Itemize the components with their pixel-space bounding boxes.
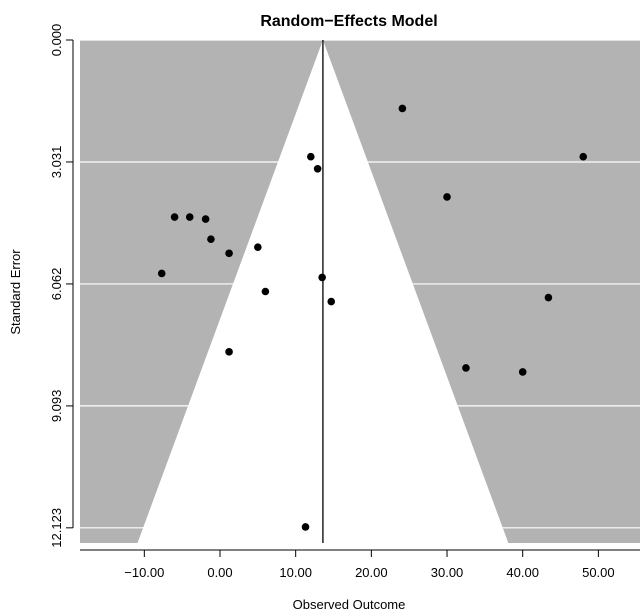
data-point-13 — [261, 287, 270, 296]
x-tick-label-5: 40.00 — [506, 565, 539, 580]
data-point-16 — [225, 348, 233, 356]
data-point-0 — [398, 104, 407, 113]
data-point-8 — [207, 235, 215, 243]
x-axis: −10.00 0.00 10.00 20.00 30.00 40.00 50.00 — [80, 549, 640, 580]
data-point-18 — [518, 368, 527, 376]
x-tick-label-4: 30.00 — [431, 565, 464, 580]
x-tick-label-1: 0.00 — [207, 565, 232, 580]
x-tick-label-0: −10.00 — [124, 565, 164, 580]
y-axis-label: Standard Error — [8, 249, 23, 335]
data-point-15 — [544, 293, 553, 302]
data-point-14 — [327, 297, 336, 306]
y-axis: 0.000 3.031 6.062 9.093 12.123 — [49, 24, 74, 548]
data-point-11 — [157, 269, 166, 278]
data-point-17 — [462, 364, 470, 372]
plot-area — [80, 39, 640, 543]
x-axis-label: Observed Outcome — [293, 597, 406, 612]
data-point-9 — [225, 249, 233, 258]
data-point-19 — [301, 523, 310, 531]
data-point-6 — [185, 213, 194, 221]
data-point-5 — [170, 213, 179, 221]
y-tick-label-4: 12.123 — [49, 508, 64, 548]
x-tick-label-3: 20.00 — [355, 565, 388, 580]
data-point-4 — [443, 193, 451, 201]
data-point-1 — [579, 152, 588, 161]
data-point-2 — [307, 152, 315, 161]
data-point-12 — [318, 273, 326, 282]
chart-title: Random−Effects Model — [260, 13, 437, 30]
y-tick-label-0: 0.000 — [49, 24, 64, 57]
data-point-3 — [313, 164, 322, 173]
x-tick-label-2: 10.00 — [279, 565, 312, 580]
y-tick-label-1: 3.031 — [49, 146, 64, 179]
data-point-10 — [254, 243, 262, 252]
y-tick-label-2: 6.062 — [49, 268, 64, 301]
y-tick-label-3: 9.093 — [49, 390, 64, 423]
data-point-7 — [201, 215, 210, 223]
x-tick-label-6: 50.00 — [582, 565, 615, 580]
